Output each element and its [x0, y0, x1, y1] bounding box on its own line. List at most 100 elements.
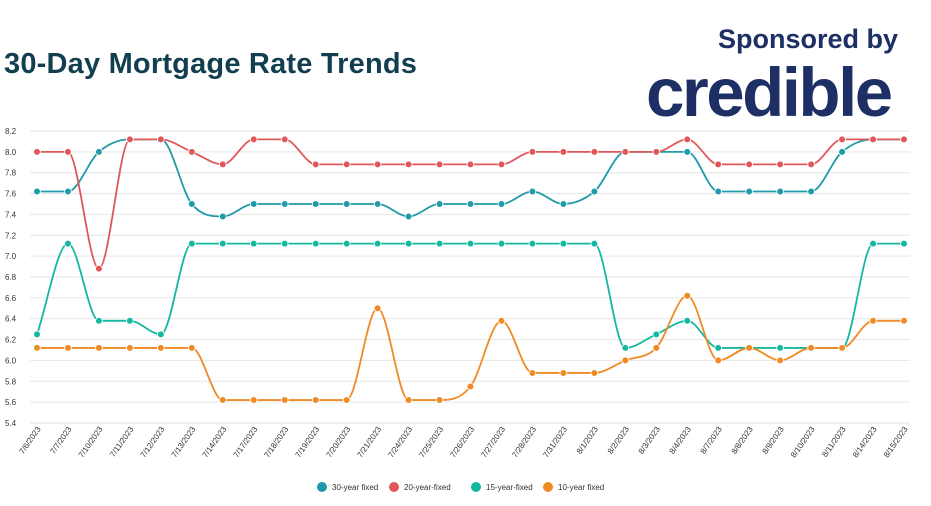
x-tick-label: 7/25/2023: [417, 425, 445, 460]
data-point-20-year-fixed: [652, 148, 661, 156]
data-point-20-year-fixed: [435, 160, 444, 169]
data-point-20-year-fixed: [621, 148, 630, 156]
data-point-30-year-fixed: [373, 200, 382, 208]
data-point-20-year-fixed: [838, 135, 846, 144]
data-point-10-year-fixed: [249, 396, 258, 404]
legend-marker-10-year-fixed: [543, 482, 553, 492]
x-tick-label: 7/24/2023: [386, 425, 414, 460]
data-point-15-year-fixed: [404, 239, 413, 248]
x-tick-label: 8/9/2023: [761, 425, 787, 456]
data-point-15-year-fixed: [590, 239, 599, 248]
y-tick-label: 7.8: [5, 169, 17, 178]
data-point-10-year-fixed: [466, 382, 475, 391]
data-point-15-year-fixed: [776, 344, 784, 352]
data-point-10-year-fixed: [280, 396, 289, 404]
x-tick-label: 8/7/2023: [699, 425, 725, 456]
data-point-30-year-fixed: [497, 200, 506, 208]
data-point-20-year-fixed: [776, 160, 784, 169]
data-point-15-year-fixed: [311, 239, 320, 248]
data-point-10-year-fixed: [157, 344, 165, 352]
data-point-10-year-fixed: [807, 344, 815, 352]
data-point-10-year-fixed: [497, 316, 506, 325]
data-point-15-year-fixed: [497, 239, 506, 248]
data-point-15-year-fixed: [126, 316, 134, 325]
data-point-10-year-fixed: [900, 316, 908, 325]
data-point-10-year-fixed: [342, 396, 351, 404]
data-point-20-year-fixed: [249, 135, 258, 144]
data-point-15-year-fixed: [249, 239, 258, 248]
x-tick-label: 7/14/2023: [201, 425, 229, 460]
data-point-10-year-fixed: [714, 356, 723, 365]
data-point-10-year-fixed: [559, 369, 568, 377]
y-tick-label: 5.8: [5, 377, 17, 386]
data-point-20-year-fixed: [311, 160, 320, 169]
data-point-15-year-fixed: [466, 239, 475, 248]
x-tick-label: 7/20/2023: [324, 425, 352, 460]
data-point-20-year-fixed: [559, 148, 568, 156]
data-point-30-year-fixed: [249, 200, 258, 208]
data-point-30-year-fixed: [807, 187, 815, 196]
y-tick-label: 6.0: [5, 356, 17, 365]
sponsor-label: Sponsored by: [717, 24, 898, 54]
data-point-10-year-fixed: [404, 396, 413, 404]
data-point-30-year-fixed: [559, 200, 568, 208]
data-point-10-year-fixed: [745, 344, 753, 352]
data-point-30-year-fixed: [838, 148, 846, 156]
data-point-30-year-fixed: [342, 200, 351, 208]
data-point-30-year-fixed: [188, 200, 196, 208]
x-tick-label: 7/28/2023: [510, 425, 538, 460]
data-point-30-year-fixed: [683, 148, 692, 156]
data-point-10-year-fixed: [776, 356, 784, 365]
data-point-20-year-fixed: [497, 160, 506, 169]
x-tick-label: 8/14/2023: [851, 425, 879, 460]
y-tick-label: 7.6: [5, 190, 17, 199]
data-point-10-year-fixed: [590, 369, 599, 377]
data-point-30-year-fixed: [745, 187, 753, 196]
data-point-10-year-fixed: [188, 344, 196, 352]
data-point-10-year-fixed: [528, 369, 537, 377]
data-point-30-year-fixed: [404, 212, 413, 221]
y-tick-label: 5.4: [5, 419, 17, 428]
x-tick-label: 7/12/2023: [139, 425, 167, 460]
data-point-15-year-fixed: [64, 239, 72, 248]
x-tick-label: 7/7/2023: [48, 425, 74, 456]
data-point-15-year-fixed: [95, 316, 103, 325]
data-point-10-year-fixed: [869, 316, 877, 325]
y-tick-label: 6.6: [5, 294, 17, 303]
x-tick-label: 7/6/2023: [17, 425, 43, 456]
data-point-30-year-fixed: [714, 187, 723, 196]
legend-label-20-year-fixed: 20-year-fixed: [404, 483, 451, 492]
data-point-30-year-fixed: [280, 200, 289, 208]
data-point-10-year-fixed: [33, 344, 41, 352]
x-tick-label: 7/19/2023: [294, 425, 322, 460]
x-tick-label: 8/8/2023: [730, 425, 756, 456]
data-point-10-year-fixed: [683, 291, 692, 300]
y-tick-label: 8.2: [5, 127, 17, 136]
data-point-20-year-fixed: [64, 148, 72, 156]
x-tick-label: 8/10/2023: [789, 425, 817, 460]
data-point-30-year-fixed: [218, 212, 227, 221]
x-tick-label: 8/2/2023: [606, 425, 632, 456]
data-point-20-year-fixed: [714, 160, 723, 169]
data-point-10-year-fixed: [373, 304, 382, 313]
x-tick-label: 8/3/2023: [637, 425, 663, 456]
data-point-20-year-fixed: [807, 160, 815, 169]
y-tick-label: 6.2: [5, 336, 17, 345]
data-point-20-year-fixed: [95, 264, 103, 273]
data-point-20-year-fixed: [404, 160, 413, 169]
data-point-30-year-fixed: [528, 187, 537, 196]
x-tick-label: 8/1/2023: [575, 425, 601, 456]
data-point-10-year-fixed: [218, 396, 227, 404]
x-tick-label: 7/11/2023: [108, 425, 136, 459]
y-tick-label: 7.0: [5, 252, 17, 261]
data-point-30-year-fixed: [776, 187, 784, 196]
data-point-20-year-fixed: [280, 135, 289, 144]
data-point-15-year-fixed: [683, 316, 692, 325]
legend-marker-15-year-fixed: [471, 482, 481, 492]
data-point-10-year-fixed: [652, 344, 661, 352]
x-tick-label: 7/17/2023: [232, 425, 260, 460]
data-point-20-year-fixed: [157, 135, 165, 144]
data-point-10-year-fixed: [621, 356, 630, 365]
data-point-20-year-fixed: [218, 160, 227, 169]
y-tick-label: 6.8: [5, 273, 17, 282]
